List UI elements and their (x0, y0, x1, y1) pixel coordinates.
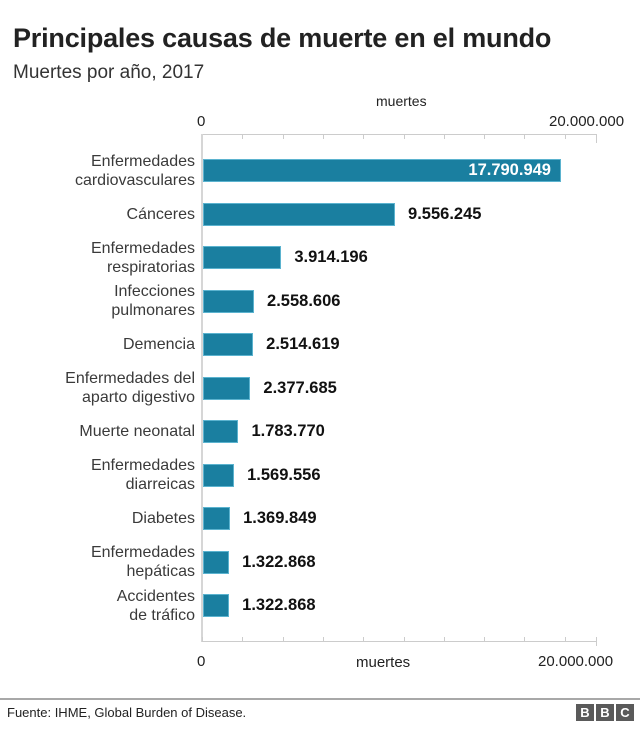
axis-tick (322, 637, 324, 642)
bar (202, 202, 396, 226)
axis-tick (322, 134, 324, 139)
category-label-line: Infecciones (114, 283, 195, 300)
bar (202, 246, 282, 269)
axis-tick (524, 637, 526, 642)
category-label-line: Enfermedades del (65, 370, 195, 387)
chart-subtitle: Muertes por año, 2017 (13, 62, 205, 83)
value-label: 1.569.556 (247, 465, 321, 484)
category-label: Enfermedades diarreicas (0, 456, 195, 494)
axis-tick (242, 134, 244, 139)
axis-tick (443, 134, 445, 139)
category-label-line: cardiovasculares (74, 171, 195, 189)
category-label: Demencia (0, 335, 195, 354)
category-label: Enfermedades del aparto digestivo (0, 369, 195, 407)
axis-tick (564, 637, 566, 642)
bbc-logo-letter: B (596, 704, 614, 721)
category-label: Accidentes de tráfico (0, 587, 195, 625)
axis-tick (524, 134, 526, 139)
category-label: Diabetes (0, 509, 195, 528)
bar (202, 159, 561, 182)
value-label: 17.790.949 (468, 161, 551, 179)
category-label-line: diarreicas (125, 476, 195, 493)
category-label-line: Demencia (122, 336, 195, 353)
category-label-line: Enfermedades (90, 152, 195, 170)
bar (202, 463, 235, 487)
category-label-line: Diabetes (131, 510, 195, 527)
category-label-line: Accidentes (116, 587, 195, 605)
value-label: 1.322.868 (242, 552, 316, 571)
category-label-line: pulmonares (111, 302, 195, 319)
axis-tick (202, 637, 203, 642)
bar (202, 550, 230, 574)
chart-title: Principales causas de muerte en el mundo (13, 23, 552, 53)
value-label: 1.322.868 (242, 596, 316, 614)
category-label-line: Cánceres (126, 205, 195, 223)
category-label-line: respiratorias (106, 258, 195, 276)
category-label: Enfermedades respiratorias (0, 239, 195, 277)
category-label-line: aparto digestivo (82, 389, 195, 406)
value-label: 2.514.619 (266, 335, 340, 353)
source-note: Fuente: IHME, Global Burden of Disease. (7, 705, 247, 720)
axis-unit-bottom: muertes (356, 654, 411, 671)
category-label: Enfermedades hepáticas (0, 543, 195, 581)
axis-tick (242, 637, 244, 642)
axis-tick (403, 134, 405, 139)
category-label: Enfermedades cardiovasculares (0, 152, 195, 190)
bbc-logo: B B C (576, 704, 634, 721)
category-label-line: Enfermedades (90, 544, 195, 561)
bbc-logo-letter: B (576, 704, 594, 721)
axis-unit-top: muertes (376, 93, 427, 109)
category-label: Muerte neonatal (0, 422, 195, 441)
value-label: 1.783.770 (251, 422, 325, 440)
category-label-line: Enfermedades (90, 239, 195, 257)
bar (202, 507, 231, 530)
category-label-line: de tráfico (129, 606, 195, 624)
axis-tick (484, 134, 486, 139)
value-label: 1.369.849 (243, 509, 317, 527)
axis-max-label-bottom: 20.000.000 (538, 653, 614, 670)
bar (202, 376, 251, 400)
category-label-line: Enfermedades (90, 457, 195, 474)
value-label: 9.556.245 (408, 204, 482, 223)
axis-tick-end (596, 637, 597, 646)
axis-tick (564, 134, 566, 139)
category-label: Infecciones pulmonares (0, 282, 195, 320)
category-label-line: hepáticas (126, 563, 196, 580)
axis-tick (282, 134, 284, 139)
axis-tick-end (596, 134, 597, 143)
bar (202, 333, 254, 356)
category-label-line: Muerte neonatal (79, 423, 195, 440)
value-label: 2.558.606 (267, 291, 341, 310)
axis-min-label-top: 0 (197, 113, 206, 130)
axis-tick (363, 134, 365, 139)
bar (202, 289, 255, 313)
axis-tick (282, 637, 284, 642)
bar (202, 420, 239, 443)
axis-line-bottom (202, 641, 597, 642)
category-label: Cánceres (0, 205, 195, 224)
axis-line-top (202, 134, 597, 135)
footer-divider (0, 698, 640, 700)
axis-tick (403, 637, 405, 642)
axis-tick (363, 637, 365, 642)
axis-max-label-top: 20.000.000 (549, 113, 625, 130)
value-label: 3.914.196 (294, 248, 368, 266)
bar (202, 594, 230, 617)
axis-baseline (201, 134, 203, 642)
axis-tick (443, 637, 445, 642)
axis-min-label-bottom: 0 (197, 653, 206, 670)
bbc-logo-letter: C (616, 704, 634, 721)
axis-tick (484, 637, 486, 642)
value-label: 2.377.685 (263, 378, 337, 397)
